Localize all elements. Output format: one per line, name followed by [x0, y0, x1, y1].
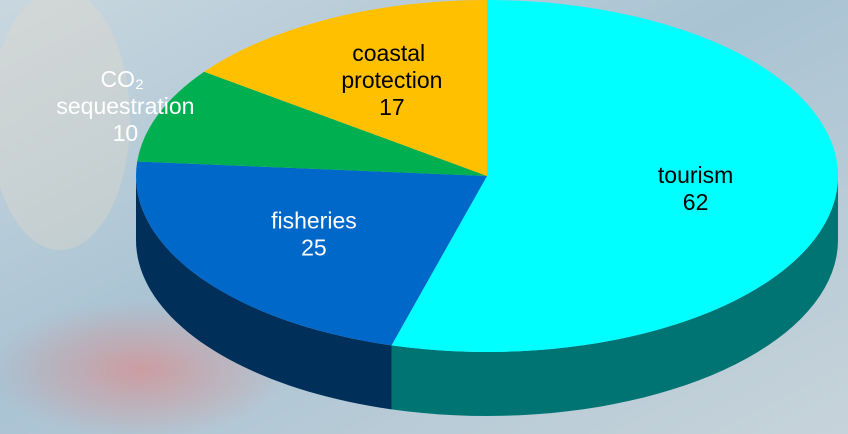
slice: [391, 0, 838, 352]
slice-label: fisheries: [271, 208, 357, 234]
slice-label: coastal protection: [341, 40, 442, 93]
slice-label-line: CO₂: [100, 66, 150, 92]
slice-label-line: tourism: [658, 162, 733, 188]
pie-sides: [136, 176, 838, 416]
background-decoration: [0, 0, 130, 250]
slice: [135, 161, 487, 346]
slice-label-line: sequestration: [56, 93, 194, 119]
value-label: 17: [379, 94, 405, 120]
value-label: 10: [113, 120, 139, 146]
slice: [137, 71, 487, 176]
slice-label-line: protection: [341, 67, 442, 93]
pie-tops: [135, 0, 838, 352]
slice-label: tourism: [658, 162, 733, 188]
slice-side: [136, 176, 392, 410]
slice-label-line: fisheries: [271, 208, 357, 234]
value-label: 25: [301, 235, 327, 261]
slice: [204, 0, 487, 176]
value-label: 62: [683, 189, 709, 215]
slice-label-line: coastal: [352, 40, 431, 66]
slice-side: [391, 176, 838, 416]
slice-label: CO₂ sequestration: [56, 66, 194, 119]
